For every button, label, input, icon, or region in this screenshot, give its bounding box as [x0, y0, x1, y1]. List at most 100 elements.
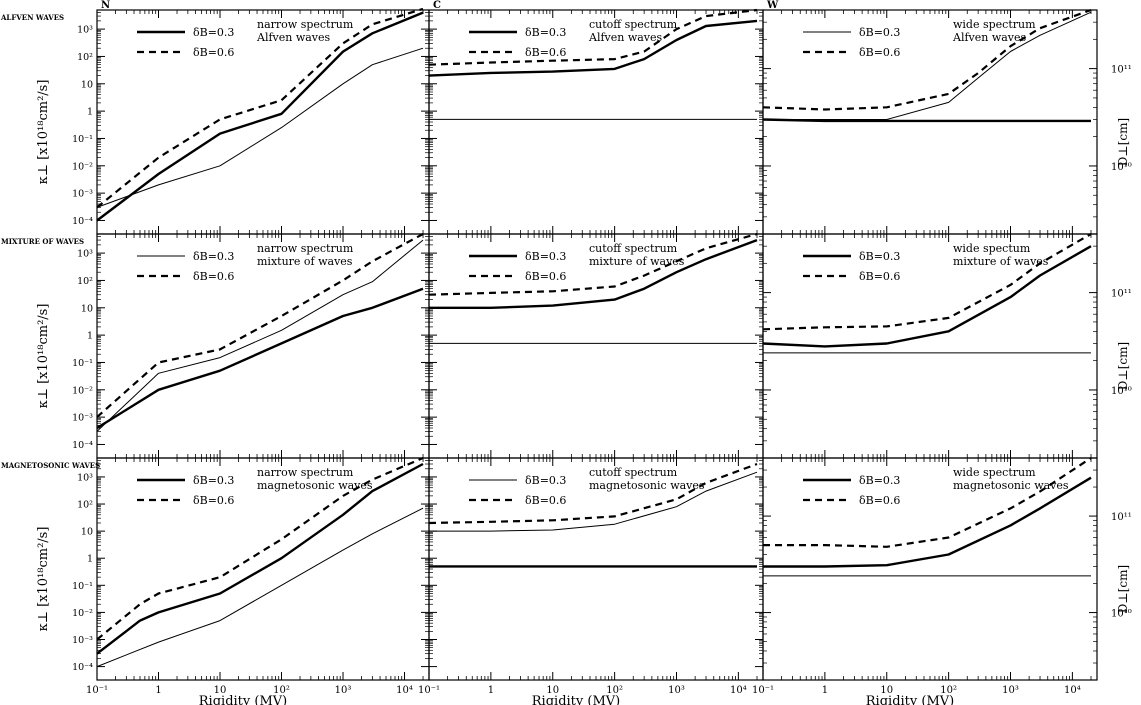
panel-annotation: cutoff spectrum [589, 18, 678, 31]
legend-label: δB=0.3 [859, 250, 900, 263]
panel-annotation: wide spectrum [953, 18, 1036, 31]
series-line-2 [96, 507, 424, 668]
panel-annotation: Alfven waves [952, 31, 1027, 44]
series-line-1 [428, 462, 758, 525]
legend-label: δB=0.3 [525, 250, 566, 263]
x-tick-label: 10² [940, 685, 957, 696]
panel-annotation: magnetosonic waves [589, 479, 705, 492]
y-tick-label-right: 10¹¹ [1111, 65, 1132, 76]
panel-annotation: cutoff spectrum [589, 242, 678, 255]
y-tick-label: 10⁻⁴ [72, 440, 93, 451]
panel-annotation: narrow spectrum [257, 466, 354, 479]
legend-label: δB=0.6 [193, 270, 234, 283]
legend-label: δB=0.3 [859, 26, 900, 39]
y-tick-label: 1 [87, 331, 93, 342]
legend-label: δB=0.6 [525, 494, 566, 507]
x-tick-label: 10⁻¹ [418, 685, 440, 696]
panel-annotation: mixture of waves [953, 255, 1049, 268]
x-tick-label: 10² [606, 685, 623, 696]
y-tick-label: 1 [87, 554, 93, 565]
legend-label: δB=0.6 [525, 46, 566, 59]
panel-r2c0: 10⁻¹ 1 10 10² 10³ 10⁴ 10⁻⁴ 10⁻³ 10⁻² 10⁻¹ 1 10 10² 10… [36, 456, 430, 705]
y-tick-label: 10⁻² [72, 608, 93, 619]
y-axis-label-right: D⊥[cm] [1116, 118, 1130, 166]
y-tick-label-right: 10¹¹ [1111, 289, 1132, 300]
y-tick-label: 1 [87, 107, 93, 118]
series-line-0 [763, 476, 1092, 568]
y-tick-label: 10⁻² [72, 385, 93, 396]
legend-label: δB=0.6 [859, 270, 900, 283]
y-axis-label-right: D⊥[cm] [1116, 342, 1130, 390]
row-header: ALFVEN WAVES [0, 13, 64, 22]
series-line-0 [96, 462, 424, 655]
legend-label: δB=0.6 [859, 494, 900, 507]
y-tick-label: 10⁻³ [72, 413, 93, 424]
legend-label: δB=0.6 [859, 46, 900, 59]
x-tick-label: 10 [214, 685, 227, 696]
y-tick-label: 10³ [77, 249, 93, 260]
y-tick-label: 10³ [77, 25, 93, 36]
column-header-W: W [766, 0, 779, 11]
y-tick-label: 10² [77, 500, 93, 511]
row-header: MAGNETOSONIC WAVES [1, 461, 100, 470]
series-line-1 [428, 8, 758, 66]
y-tick-label: 10⁻⁴ [72, 216, 93, 227]
legend-label: δB=0.3 [193, 474, 234, 487]
panel-r0c2: 10¹⁰ 10¹¹ δB=0.3 δB=0.6 wide spectrumAlfven … [762, 8, 1132, 235]
series-line-1 [762, 8, 1092, 111]
y-tick-label: 10⁻¹ [72, 134, 93, 145]
y-tick-label: 10² [77, 276, 93, 287]
x-tick-label: 10 [880, 685, 893, 696]
panel-annotation: narrow spectrum [257, 242, 354, 255]
panel-annotation: wide spectum [953, 242, 1031, 255]
legend-label: δB=0.6 [193, 494, 234, 507]
y-axis-label: κ⊥ [x10¹⁸cm²/s] [36, 80, 51, 185]
panel-r2c2: 10⁻¹ 1 10 10² 10³ 10⁴ 10¹⁰ 10¹¹ δB=0.3 δB=0.6 wide… [752, 457, 1132, 705]
x-tick-label: 10³ [335, 685, 352, 696]
panel-r0c0: 10⁻⁴ 10⁻³ 10⁻² 10⁻¹ 1 10 10² 10³ δB=0.3 δB=0.6 nar… [36, 7, 430, 235]
y-tick-label: 10⁻¹ [72, 581, 93, 592]
y-tick-label: 10⁻⁴ [72, 662, 93, 673]
series-line-1 [762, 233, 1092, 331]
y-tick-label: 10 [81, 303, 93, 314]
series-line-0 [429, 471, 758, 532]
legend-label: δB=0.3 [859, 474, 900, 487]
column-header-N: N [101, 0, 110, 11]
series-line-1 [763, 457, 1092, 548]
x-tick-label: 10⁴ [396, 685, 413, 696]
y-tick-label: 10⁻³ [72, 189, 93, 200]
panel-r1c0: 10⁻⁴ 10⁻³ 10⁻² 10⁻¹ 1 10 10² 10³ δB=0.3 δB=0.6 nar… [36, 233, 430, 459]
x-tick-label: 10³ [1002, 685, 1019, 696]
panel-annotation: mixture of waves [257, 255, 353, 268]
panel-annotation: mixture of waves [589, 255, 685, 268]
panel-annotation: magnetosonic waves [257, 479, 373, 492]
x-axis-label: Rigidity (MV) [532, 694, 620, 705]
x-axis-label: Rigidity (MV) [866, 694, 954, 705]
series-line-2 [96, 287, 424, 430]
x-tick-label: 1 [488, 685, 494, 696]
panel-annotation: Alfven waves [588, 31, 663, 44]
legend-label: δB=0.3 [525, 474, 566, 487]
x-tick-label: 10⁻¹ [86, 685, 108, 696]
y-tick-label: 10 [81, 79, 93, 90]
series-line-0 [762, 245, 1092, 348]
column-header-C: C [433, 0, 441, 11]
series-line-1 [428, 232, 758, 296]
y-tick-label: 10⁻¹ [72, 358, 93, 369]
legend-label: δB=0.6 [525, 270, 566, 283]
y-tick-label-right: 10¹⁰ [1111, 386, 1132, 397]
series-line-0 [96, 239, 424, 432]
x-tick-label: 10² [273, 685, 290, 696]
x-tick-label: 10⁻¹ [752, 685, 774, 696]
x-tick-label: 10⁴ [730, 685, 747, 696]
y-tick-label: 10² [77, 52, 93, 63]
series-line-0 [96, 11, 424, 222]
x-tick-label: 1 [822, 685, 828, 696]
legend-label: δB=0.3 [193, 26, 234, 39]
y-tick-label-right: 10¹¹ [1111, 512, 1132, 523]
panel-annotation: narrow spectrum [257, 18, 354, 31]
series-line-0 [763, 11, 1092, 120]
